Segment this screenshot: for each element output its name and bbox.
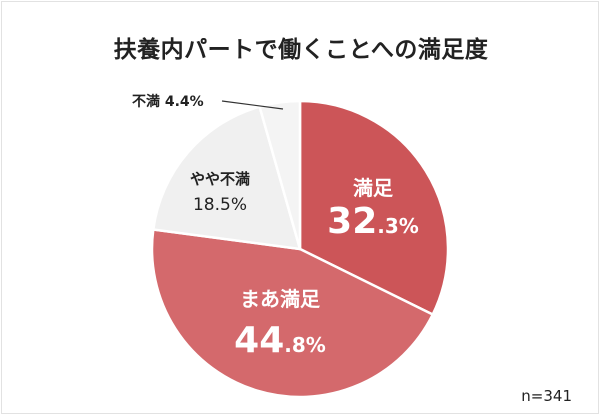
slice-yaya-fuman bbox=[152, 105, 302, 251]
slice-manzoku bbox=[298, 99, 450, 316]
slice-name: やや不満 bbox=[189, 170, 250, 188]
slice-label-manzoku: 満足 32.3% bbox=[318, 172, 428, 242]
slice-label-yaya-fuman: やや不満 18.5% bbox=[165, 168, 275, 215]
slice-maa-manzoku bbox=[150, 228, 434, 399]
sample-size: n=341 bbox=[521, 387, 572, 405]
slice-label-fuman: 不満 4.4% bbox=[132, 94, 204, 110]
slice-percent: 44.8% bbox=[234, 320, 326, 361]
slice-label-maa-manzoku: まあ満足 44.8% bbox=[205, 283, 355, 361]
pie-slices bbox=[150, 99, 450, 399]
slice-name: まあ満足 bbox=[240, 287, 320, 311]
chart-title: 扶養内パートで働くことへの満足度 bbox=[113, 37, 489, 63]
slice-percent: 32.3% bbox=[327, 201, 419, 242]
fuman-leader-line bbox=[221, 100, 284, 110]
slice-name: 満足 bbox=[353, 176, 393, 200]
slice-fuman bbox=[258, 99, 302, 251]
slice-percent: 18.5% bbox=[192, 195, 247, 215]
